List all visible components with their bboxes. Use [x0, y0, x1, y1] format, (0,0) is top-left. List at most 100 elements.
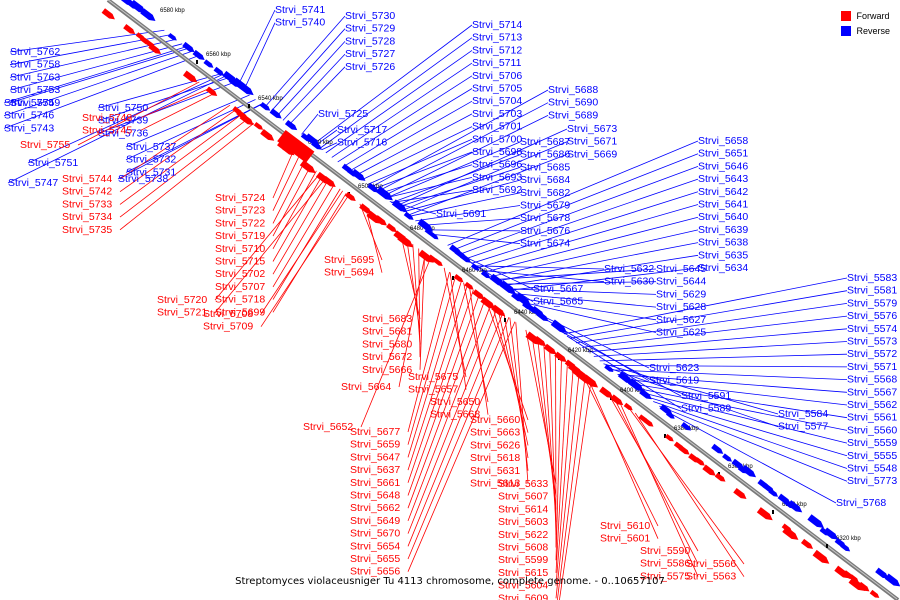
- gene-label: Strvi_5581: [847, 285, 897, 297]
- gene-label: Strvi_5743: [4, 122, 54, 134]
- label-connector: [139, 93, 215, 132]
- gene-label: Strvi_5567: [847, 386, 897, 398]
- label-connector: [282, 53, 346, 121]
- reverse-gene-feature: [351, 168, 366, 181]
- reverse-gene-feature: [182, 41, 195, 53]
- gene-label: Strvi_5725: [318, 108, 368, 120]
- label-connector: [580, 371, 659, 527]
- forward-gene-feature: [359, 203, 372, 214]
- label-connector: [443, 267, 467, 378]
- gene-label: Strvi_5741: [275, 4, 325, 16]
- reverse-gene-feature: [237, 81, 254, 96]
- gene-label: Strvi_5713: [472, 32, 522, 44]
- gene-label: Strvi_5747: [8, 177, 58, 189]
- label-connector: [407, 312, 504, 547]
- gene-label: Strvi_5682: [520, 187, 570, 199]
- label-connector: [433, 233, 521, 244]
- label-connector: [237, 9, 276, 87]
- gene-label: Strvi_5755: [20, 139, 70, 151]
- gene-label: Strvi_5626: [470, 439, 520, 451]
- genome-track: [106, 0, 900, 600]
- gene-label: Strvi_5708: [203, 308, 253, 320]
- gene-label: Strvi_5654: [350, 540, 400, 552]
- label-connector: [492, 268, 657, 281]
- scale-tick-label: 6400 kbp: [620, 388, 645, 394]
- gene-label: Strvi_5664: [341, 381, 391, 393]
- gene-label: Strvi_5618: [470, 452, 520, 464]
- label-connector: [659, 405, 848, 482]
- reverse-gene-feature: [499, 280, 516, 294]
- label-connector: [507, 267, 699, 291]
- reverse-gene-feature: [617, 371, 633, 384]
- forward-gene-feature: [812, 549, 830, 564]
- gene-label: Strvi_5627: [656, 314, 706, 326]
- label-connector: [361, 126, 473, 181]
- gene-label: Strvi_5638: [698, 237, 748, 249]
- gene-label: Strvi_5660: [470, 414, 520, 426]
- label-connector: [471, 191, 699, 264]
- label-connector: [485, 299, 529, 421]
- forward-gene-feature: [282, 144, 295, 156]
- reverse-gene-feature: [311, 140, 322, 150]
- reverse-gene-feature: [489, 273, 505, 287]
- label-connector: [555, 366, 574, 586]
- forward-gene-feature: [554, 351, 567, 362]
- label-connector: [343, 88, 473, 167]
- label-connector: [401, 141, 568, 212]
- gene-label: Strvi_5576: [847, 310, 897, 322]
- gene-label: Strvi_5716: [337, 137, 387, 149]
- gene-label: Strvi_5572: [847, 348, 897, 360]
- label-connector: [125, 94, 250, 148]
- gene-label: Strvi_5726: [345, 61, 395, 73]
- forward-gene-feature: [599, 386, 614, 399]
- gene-label: Strvi_5555: [847, 450, 897, 462]
- label-connector: [563, 277, 848, 335]
- gene-label: Strvi_5589: [681, 403, 731, 415]
- forward-gene-feature: [694, 457, 705, 466]
- forward-gene-feature: [533, 336, 547, 347]
- gene-label: Strvi_5608: [498, 542, 548, 554]
- gene-label: Strvi_5644: [656, 276, 706, 288]
- gene-label: Strvi_5763: [10, 71, 60, 83]
- label-connector: [559, 379, 592, 600]
- gene-label: Strvi_5748: [82, 112, 132, 124]
- scale-tick-label: 6460 kbp: [462, 268, 487, 274]
- label-connector: [480, 269, 605, 283]
- label-connector: [609, 367, 779, 428]
- gene-label: Strvi_5561: [847, 412, 897, 424]
- gene-label: Strvi_5683: [362, 313, 412, 325]
- label-connector: [301, 113, 319, 135]
- label-connector: [515, 322, 529, 484]
- gene-label: Strvi_5634: [698, 262, 748, 274]
- gene-label: Strvi_5746: [4, 110, 54, 122]
- label-connector: [447, 140, 699, 246]
- reverse-gene-feature: [604, 364, 614, 372]
- gene-label: Strvi_5610: [600, 520, 650, 532]
- reverse-gene-feature: [711, 443, 724, 454]
- gene-label: Strvi_5635: [698, 249, 748, 261]
- label-connector: [331, 62, 473, 158]
- forward-gene-feature: [433, 258, 443, 267]
- forward-gene-feature: [182, 70, 198, 83]
- label-connector: [264, 15, 346, 108]
- forward-gene-feature: [664, 434, 674, 442]
- gene-label: Strvi_5719: [215, 230, 265, 242]
- label-connector: [593, 341, 848, 357]
- reverse-gene-feature: [680, 422, 692, 431]
- forward-gene-feature: [205, 86, 218, 97]
- gene-label: Strvi_5661: [350, 477, 400, 489]
- label-connector: [407, 303, 492, 522]
- chromosome-backbone-highlight: [107, 0, 898, 600]
- label-connector: [385, 141, 521, 199]
- reverse-gene-feature: [875, 567, 889, 579]
- gene-label: Strvi_5758: [10, 59, 60, 71]
- label-connector: [575, 303, 848, 344]
- gene-label: Strvi_5702: [215, 268, 265, 280]
- label-connector: [543, 343, 557, 523]
- forward-gene-feature: [299, 159, 316, 174]
- gene-label: Strvi_5700: [472, 133, 522, 145]
- scale-tick-label: 6480 kbp: [410, 226, 435, 232]
- label-connector: [398, 253, 426, 388]
- label-connector: [501, 254, 699, 287]
